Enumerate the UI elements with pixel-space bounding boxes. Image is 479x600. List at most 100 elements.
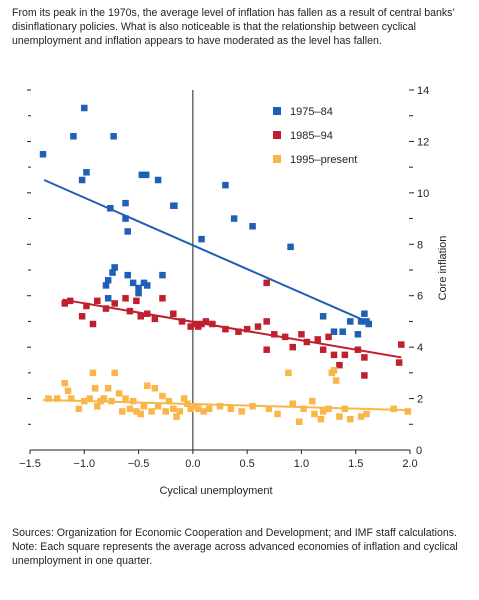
data-point [254, 323, 262, 330]
data-point [129, 397, 137, 405]
data-point [126, 405, 134, 413]
sources-text: Sources: Organization for Economic Coope… [12, 527, 457, 539]
data-point [198, 235, 205, 243]
trend-line [43, 179, 367, 323]
data-point [289, 400, 296, 407]
data-point [243, 325, 251, 333]
data-point [122, 215, 129, 222]
data-point [137, 410, 144, 418]
data-point [227, 405, 235, 413]
x-tick-label: 0.0 [185, 458, 200, 470]
note-text: Note: Each square represents the average… [12, 541, 458, 567]
data-point [357, 318, 365, 325]
data-point [361, 372, 368, 379]
data-point [137, 313, 144, 320]
data-point [187, 405, 194, 413]
data-point [339, 328, 346, 335]
data-point [122, 295, 129, 302]
data-point [176, 408, 184, 415]
data-point [142, 171, 150, 179]
data-point [365, 320, 372, 328]
data-point [319, 313, 327, 320]
trend-line [62, 298, 402, 359]
data-point [89, 369, 97, 377]
data-point [191, 403, 199, 410]
data-point [111, 264, 118, 271]
y-tick-label: 12 [417, 136, 429, 148]
data-point [202, 318, 210, 325]
data-point [170, 405, 177, 413]
data-point [133, 297, 140, 305]
x-tick-label: 2.0 [402, 458, 417, 470]
data-point [115, 390, 123, 397]
data-point [135, 284, 142, 292]
x-tick-label: −0.5 [128, 458, 150, 470]
x-tick-label: −1.5 [19, 458, 41, 470]
data-point [285, 369, 292, 377]
data-point [222, 325, 229, 333]
data-point [138, 171, 146, 179]
y-tick-label: 10 [417, 188, 429, 200]
data-point [78, 313, 86, 320]
data-point [205, 405, 213, 413]
legend-label: 1985–94 [290, 130, 333, 142]
data-point [144, 282, 151, 289]
y-tick-label: 2 [417, 394, 423, 406]
data-point [209, 320, 216, 328]
data-point [104, 295, 112, 302]
data-point [296, 418, 303, 425]
data-point [110, 133, 117, 140]
data-point [235, 328, 242, 335]
data-point [135, 289, 142, 297]
data-point [91, 385, 99, 392]
data-point [159, 271, 166, 279]
data-point [148, 408, 155, 415]
data-point [140, 279, 148, 287]
data-point [274, 410, 281, 418]
data-point [319, 346, 327, 353]
data-point [263, 318, 270, 325]
data-point [336, 413, 343, 420]
data-point [287, 243, 294, 251]
y-tick-label: 4 [417, 342, 423, 354]
legend-swatch [273, 107, 281, 115]
x-tick-label: 1.0 [294, 458, 309, 470]
data-point [357, 413, 365, 420]
data-point [94, 297, 101, 305]
data-point [354, 331, 362, 338]
data-point [102, 282, 110, 289]
legend-swatch [273, 131, 281, 139]
data-point [159, 295, 166, 302]
data-point [162, 408, 169, 415]
data-point [111, 300, 118, 307]
data-point [238, 408, 245, 415]
legend-label: 1975–84 [290, 106, 333, 118]
data-point [39, 151, 47, 158]
data-point [263, 279, 270, 287]
data-point [159, 392, 166, 400]
data-point [200, 408, 207, 415]
data-point [330, 328, 338, 335]
data-point [61, 379, 68, 387]
data-point [100, 395, 108, 402]
data-point [129, 279, 137, 287]
data-point [347, 318, 354, 325]
data-point [361, 354, 368, 361]
data-point [332, 377, 340, 384]
data-point [171, 202, 178, 209]
data-point [151, 315, 159, 323]
data-point [109, 269, 116, 276]
data-point [398, 341, 405, 348]
legend-label: 1995–present [290, 154, 357, 166]
data-point [309, 397, 316, 405]
data-point [102, 305, 110, 312]
data-point [178, 318, 186, 325]
chart-sources: Sources: Organization for Economic Coope… [12, 526, 470, 568]
data-point [144, 382, 151, 389]
data-point [347, 415, 354, 423]
data-point [336, 361, 343, 369]
data-point [289, 343, 296, 351]
x-tick-label: 1.5 [348, 458, 363, 470]
x-tick-label: 0.5 [239, 458, 254, 470]
